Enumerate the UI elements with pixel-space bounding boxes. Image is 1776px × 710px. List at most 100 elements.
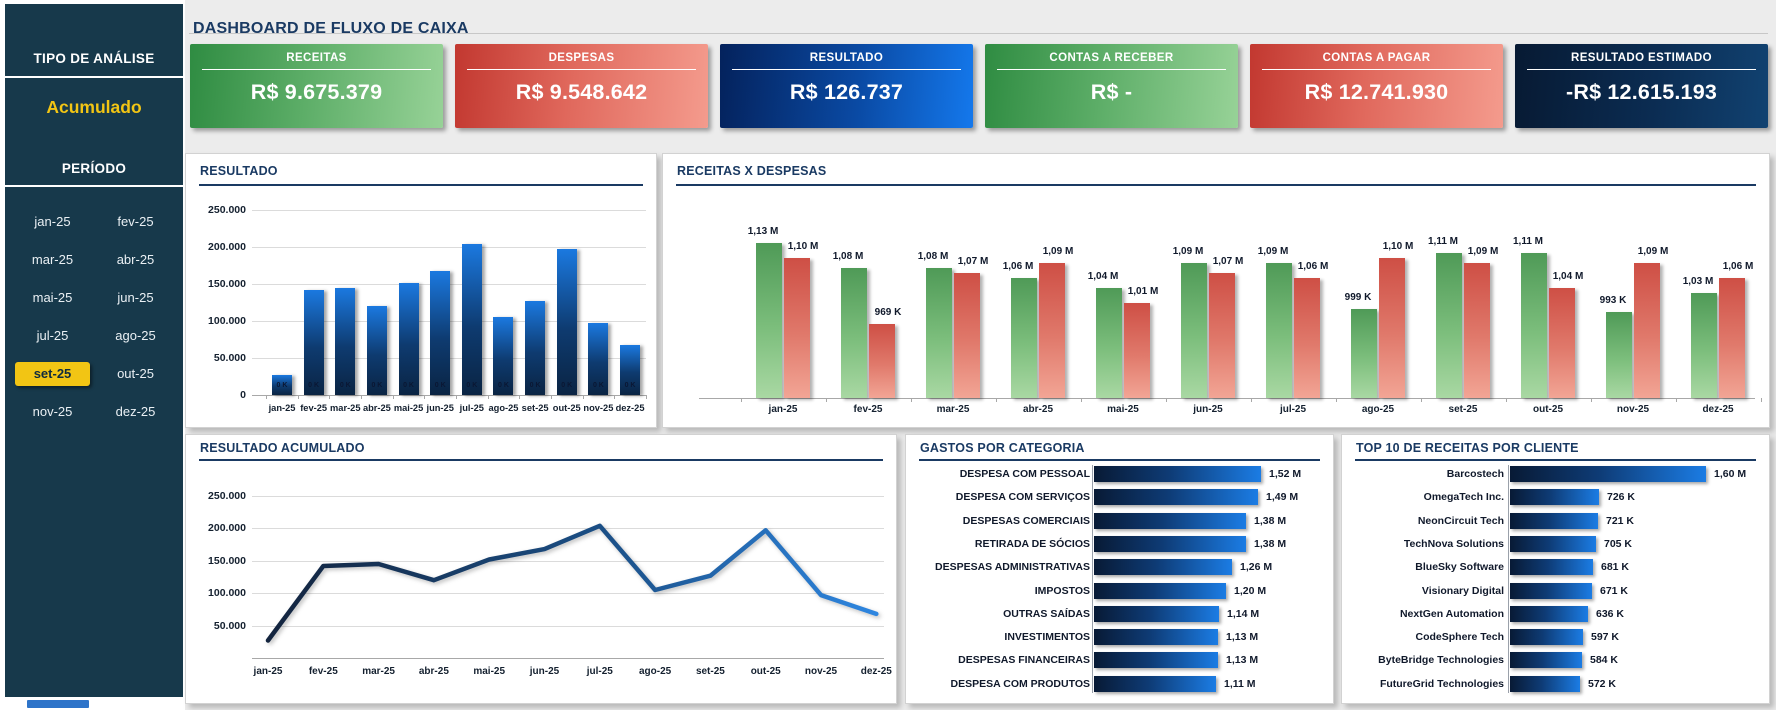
category-label: DESPESAS ADMINISTRATIVAS [935, 561, 1090, 574]
receitas-data-label: 1,09 M [1172, 246, 1204, 257]
hbar-bluesky-software [1510, 559, 1593, 576]
category-label: DESPESAS COMERCIAIS [962, 514, 1090, 527]
kpi-card-contas-a-receber: CONTAS A RECEBER R$ - [985, 44, 1238, 128]
y-axis-label: 0 [240, 389, 246, 401]
month-mar-25[interactable]: mar-25 [31, 252, 74, 267]
axis-tick [1165, 398, 1167, 402]
x-axis-label: jan-25 [268, 403, 296, 413]
panel-resultado: RESULTADO 250.000 200.000 150.000 100.000 50… [185, 153, 657, 428]
hbar-despesa-com-servi-os [1094, 489, 1258, 506]
despesas-data-label: 1,07 M [1212, 256, 1244, 267]
gridline [252, 528, 884, 530]
value-label: 636 K [1596, 607, 1625, 620]
value-label: 1,38 M [1254, 537, 1287, 550]
month-nov-25[interactable]: nov-25 [32, 404, 73, 419]
panel-title: RECEITAS X DESPESAS [677, 164, 827, 178]
kpi-label: RECEITAS [286, 52, 347, 64]
hbar-despesas-comerciais [1094, 512, 1246, 529]
resultado-bar-jul-25: 0 K [461, 244, 482, 395]
month-dez-25[interactable]: dez-25 [115, 404, 156, 419]
y-axis-label: 250.000 [208, 204, 246, 216]
x-axis-label: nov-25 [583, 403, 614, 413]
despesas-bar-set-25 [1464, 263, 1490, 398]
x-axis-label: jun-25 [529, 666, 560, 677]
kpi-row: RECEITAS R$ 9.675.379 DESPESAS R$ 9.548.642… [190, 44, 1768, 128]
x-axis-label: set-25 [695, 666, 725, 677]
panel-title: GASTOS POR CATEGORIA [920, 441, 1085, 455]
acumulado-line [265, 523, 879, 643]
receitas-bar-nov-25 [1606, 311, 1632, 398]
x-axis-line [252, 395, 646, 396]
resultado-bar-dez-25: 0 K [620, 345, 641, 395]
category-label: RETIRADA DE SÓCIOS [974, 537, 1090, 550]
resultado-bar-jun-25: 0 K [430, 271, 451, 395]
kpi-label: RESULTADO ESTIMADO [1571, 52, 1712, 64]
x-axis-label: fev-25 [853, 404, 883, 415]
despesas-bar-ago-25 [1379, 258, 1405, 398]
value-label: 1,38 M [1254, 514, 1287, 527]
category-axis-line [1508, 465, 1509, 693]
x-axis-label: abr-25 [418, 666, 449, 677]
header-rule [189, 33, 1768, 34]
receitas-data-label: 1,08 M [832, 251, 864, 262]
x-axis-label: nov-25 [1616, 404, 1650, 415]
value-label: 1,13 M [1226, 631, 1259, 644]
despesas-bar-out-25 [1549, 288, 1575, 398]
axis-tick [1080, 398, 1082, 402]
axis-tick [1675, 398, 1677, 402]
axis-tick [297, 395, 299, 399]
receitas-data-label: 1,09 M [1257, 246, 1289, 257]
despesas-data-label: 1,09 M [1467, 246, 1499, 257]
axis-tick [582, 395, 584, 399]
despesas-bar-dez-25 [1719, 278, 1745, 398]
axis-tick [1335, 398, 1337, 402]
resultado-bar-jan-25: 0 K [272, 375, 292, 395]
month-ago-25[interactable]: ago-25 [115, 328, 156, 343]
axis-tick [740, 398, 742, 402]
receitas-bar-mai-25 [1096, 288, 1122, 398]
category-label: DESPESAS FINANCEIRAS [958, 654, 1090, 667]
receitas-data-label: 1,11 M [1427, 236, 1459, 247]
kpi-label: DESPESAS [548, 52, 615, 64]
despesas-data-label: 1,07 M [957, 256, 989, 267]
category-label: TechNova Solutions [1403, 537, 1504, 550]
analysis-type-value-button[interactable]: Acumulado [46, 97, 142, 117]
month-jul-25[interactable]: jul-25 [36, 328, 69, 343]
axis-tick [519, 395, 521, 399]
gridline [252, 560, 884, 562]
axis-tick [1505, 398, 1507, 402]
month-jan-25[interactable]: jan-25 [34, 214, 71, 229]
value-label: 1,52 M [1269, 468, 1302, 480]
despesas-bar-jan-25 [784, 258, 810, 398]
x-axis-label: dez-25 [860, 666, 892, 677]
hbar-investimentos [1094, 629, 1218, 646]
month-abr-25[interactable]: abr-25 [116, 252, 155, 267]
despesas-data-label: 1,06 M [1297, 261, 1329, 272]
x-axis-label: jan-25 [253, 666, 283, 677]
month-jun-25[interactable]: jun-25 [117, 290, 154, 305]
month-mai-25[interactable]: mai-25 [32, 290, 73, 305]
despesas-bar-abr-25 [1039, 263, 1065, 398]
horizontal-scrollbar[interactable] [27, 700, 89, 708]
month-out-25[interactable]: out-25 [117, 366, 154, 381]
y-axis-label: 150.000 [208, 278, 246, 290]
month-fev-25[interactable]: fev-25 [117, 214, 154, 229]
value-label: 671 K [1600, 584, 1629, 597]
hbar-technova-solutions [1510, 535, 1596, 552]
x-axis-label: out-25 [1533, 404, 1563, 415]
category-label: NextGen Automation [1399, 607, 1504, 620]
kpi-card-despesas: DESPESAS R$ 9.548.642 [455, 44, 708, 128]
value-label: 1,11 M [1224, 677, 1256, 690]
x-axis-label: out-25 [750, 666, 781, 677]
category-label: Barcostech [1446, 468, 1504, 480]
value-label: 1,14 M [1227, 607, 1260, 620]
kpi-rule [997, 69, 1226, 70]
category-label: IMPOSTOS [1034, 584, 1090, 597]
hbar-despesa-com-pessoal [1094, 466, 1261, 482]
month-set-25[interactable]: set-25 [15, 362, 90, 386]
kpi-rule [202, 69, 431, 70]
x-axis-label: mar-25 [330, 403, 361, 413]
panel-title-rule [1355, 459, 1756, 461]
axis-tick [1590, 398, 1592, 402]
